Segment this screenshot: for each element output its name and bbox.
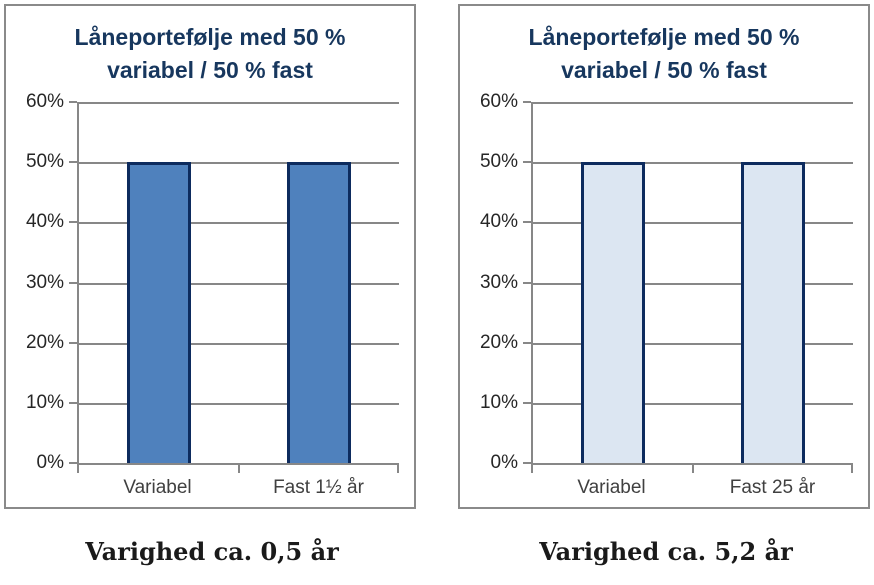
category-label: Variabel <box>577 477 646 498</box>
y-axis-labels: 60% 50% 40% 30% 20% 10% 0% <box>460 91 518 473</box>
gridline <box>79 162 399 165</box>
y-axis-tick-label: 10% <box>25 391 64 413</box>
bar-fast <box>741 162 805 463</box>
y-axis-tick-mark <box>523 401 531 404</box>
y-axis-tick-mark <box>69 281 77 284</box>
x-axis-tick-mark <box>692 465 694 473</box>
y-axis-tick-label: 30% <box>25 271 64 293</box>
gridline <box>533 102 853 104</box>
duration-caption: Varighed ca. 0,5 år <box>85 537 339 566</box>
y-axis-tick-label: 30% <box>479 271 518 293</box>
gridline <box>79 222 399 225</box>
chart-panel-right: Låneportefølje med 50 % variabel / 50 % … <box>458 4 870 509</box>
gridline <box>533 402 853 405</box>
gridline <box>533 222 853 225</box>
x-axis-tick-mark <box>77 465 79 473</box>
gridline <box>533 342 853 345</box>
chart-title: Låneportefølje med 50 % variabel / 50 % … <box>460 6 868 87</box>
duration-caption: Varighed ca. 5,2 år <box>539 537 793 566</box>
bar-fast <box>287 162 351 463</box>
y-axis-tick-mark <box>523 462 531 464</box>
chart-title-line-1: Låneportefølje med 50 % <box>74 24 346 50</box>
chart-body: 60% 50% 40% 30% 20% 10% 0% <box>6 91 414 473</box>
category-label: Variabel <box>123 477 192 498</box>
y-axis-labels: 60% 50% 40% 30% 20% 10% 0% <box>6 91 64 473</box>
y-axis-tick-mark <box>523 281 531 284</box>
y-axis-tick-mark <box>523 101 531 103</box>
bar-variabel <box>127 162 191 463</box>
y-axis-tick-label: 40% <box>25 211 64 233</box>
y-axis-tick-mark <box>69 161 77 164</box>
gridline <box>79 342 399 345</box>
plot-area <box>523 101 853 473</box>
y-axis-tick-mark <box>69 462 77 464</box>
category-labels: Variabel Fast 25 år <box>531 477 853 499</box>
y-axis-tick-label: 50% <box>25 151 64 173</box>
gridline <box>79 102 399 104</box>
gridline <box>79 402 399 405</box>
y-axis-tick-mark <box>523 161 531 164</box>
gridline <box>79 282 399 285</box>
category-label: Fast 25 år <box>729 477 816 498</box>
chart-body: 60% 50% 40% 30% 20% 10% 0% <box>460 91 868 473</box>
x-axis-tick-mark <box>397 465 399 473</box>
y-axis-tick-label: 50% <box>479 151 518 173</box>
gridline <box>533 282 853 285</box>
y-axis-tick-label: 0% <box>490 452 518 473</box>
y-axis-tick-label: 40% <box>479 211 518 233</box>
x-axis-tick-mark <box>531 465 533 473</box>
bar-variabel <box>581 162 645 463</box>
gridline <box>533 162 853 165</box>
y-axis-tick-label: 0% <box>36 452 64 473</box>
category-labels: Variabel Fast 1½ år <box>77 477 399 499</box>
plot-area <box>69 101 399 473</box>
chart-title-line-2: variabel / 50 % fast <box>561 57 767 83</box>
x-axis-tick-mark <box>851 465 853 473</box>
y-axis-tick-label: 60% <box>479 91 518 112</box>
y-axis-tick-mark <box>69 401 77 404</box>
chart-panel-left: Låneportefølje med 50 % variabel / 50 % … <box>4 4 416 509</box>
y-axis-tick-label: 20% <box>25 331 64 353</box>
y-axis-tick-label: 60% <box>25 91 64 112</box>
y-axis-tick-label: 10% <box>479 391 518 413</box>
chart-title: Låneportefølje med 50 % variabel / 50 % … <box>6 6 414 87</box>
y-axis-tick-mark <box>523 221 531 224</box>
chart-title-line-2: variabel / 50 % fast <box>107 57 313 83</box>
y-axis-tick-mark <box>69 221 77 224</box>
x-axis-tick-mark <box>238 465 240 473</box>
y-axis-tick-mark <box>69 341 77 344</box>
chart-title-line-1: Låneportefølje med 50 % <box>528 24 800 50</box>
y-axis-tick-mark <box>69 101 77 103</box>
y-axis-tick-label: 20% <box>479 331 518 353</box>
category-label: Fast 1½ år <box>273 477 364 498</box>
y-axis-tick-mark <box>523 341 531 344</box>
